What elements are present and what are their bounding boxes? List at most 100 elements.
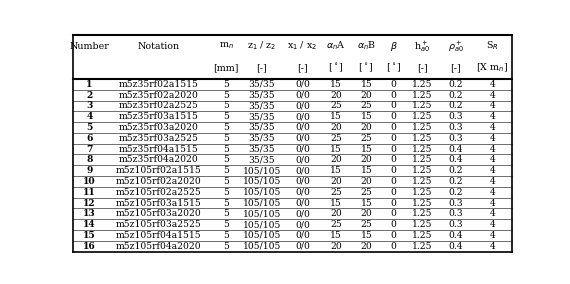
Text: 13: 13 <box>83 209 96 218</box>
Text: $\rho_{a0}^+$: $\rho_{a0}^+$ <box>448 39 464 53</box>
Text: $\alpha_n$B: $\alpha_n$B <box>357 40 376 52</box>
Text: 105/105: 105/105 <box>243 188 281 197</box>
Text: 4: 4 <box>490 91 495 100</box>
Text: $\alpha_n$A: $\alpha_n$A <box>327 40 346 52</box>
Text: 2: 2 <box>86 91 92 100</box>
Text: S$_R$: S$_R$ <box>486 40 499 52</box>
Text: 0: 0 <box>390 220 396 229</box>
Text: 0: 0 <box>390 101 396 110</box>
Text: 105/105: 105/105 <box>243 220 281 229</box>
Text: 20: 20 <box>331 177 342 186</box>
Text: 0/0: 0/0 <box>295 209 310 218</box>
Text: m5z105rf03a2525: m5z105rf03a2525 <box>116 220 202 229</box>
Text: $\beta$: $\beta$ <box>389 39 397 53</box>
Text: 4: 4 <box>490 177 495 186</box>
Text: 15: 15 <box>331 112 342 121</box>
Text: 15: 15 <box>331 166 342 175</box>
Text: 0.2: 0.2 <box>449 166 463 175</box>
Text: [-]: [-] <box>417 64 428 72</box>
Text: 0: 0 <box>390 166 396 175</box>
Text: 4: 4 <box>490 209 495 218</box>
Text: 105/105: 105/105 <box>243 199 281 208</box>
Text: 0: 0 <box>390 145 396 154</box>
Text: [-]: [-] <box>451 64 461 72</box>
Text: 0.4: 0.4 <box>449 231 463 240</box>
Text: 15: 15 <box>331 231 342 240</box>
Text: 0.4: 0.4 <box>449 242 463 251</box>
Text: 0.2: 0.2 <box>449 80 463 89</box>
Text: 5: 5 <box>223 166 229 175</box>
Text: [$^\circ$]: [$^\circ$] <box>359 62 374 74</box>
Text: 5: 5 <box>223 123 229 132</box>
Text: 35/35: 35/35 <box>249 134 275 143</box>
Text: m5z35rf02a2020: m5z35rf02a2020 <box>119 91 199 100</box>
Text: 7: 7 <box>86 145 92 154</box>
Text: 5: 5 <box>223 242 229 251</box>
Text: 4: 4 <box>490 123 495 132</box>
Text: m5z35rf03a1515: m5z35rf03a1515 <box>119 112 199 121</box>
Text: 15: 15 <box>360 80 372 89</box>
Text: 3: 3 <box>86 101 92 110</box>
Text: 4: 4 <box>490 134 495 143</box>
Text: 25: 25 <box>360 101 372 110</box>
Text: 0.3: 0.3 <box>449 112 463 121</box>
Text: 35/35: 35/35 <box>249 101 275 110</box>
Text: 6: 6 <box>86 134 92 143</box>
Text: 1.25: 1.25 <box>412 155 433 164</box>
Text: 10: 10 <box>83 177 96 186</box>
Text: 25: 25 <box>331 134 342 143</box>
Text: m5z105rf02a2020: m5z105rf02a2020 <box>116 177 202 186</box>
Text: 0: 0 <box>390 134 396 143</box>
Text: 5: 5 <box>223 209 229 218</box>
Text: 0: 0 <box>390 188 396 197</box>
Text: 1.25: 1.25 <box>412 91 433 100</box>
Text: 35/35: 35/35 <box>249 112 275 121</box>
Text: [X m$_n$]: [X m$_n$] <box>477 62 508 74</box>
Text: 0/0: 0/0 <box>295 242 310 251</box>
Text: 0.2: 0.2 <box>449 177 463 186</box>
Text: m5z105rf03a2020: m5z105rf03a2020 <box>116 209 202 218</box>
Text: [mm]: [mm] <box>214 64 239 72</box>
Text: 0/0: 0/0 <box>295 91 310 100</box>
Text: 4: 4 <box>490 242 495 251</box>
Text: 1.25: 1.25 <box>412 166 433 175</box>
Text: 0.3: 0.3 <box>449 134 463 143</box>
Text: m5z105rf04a1515: m5z105rf04a1515 <box>116 231 202 240</box>
Text: 0/0: 0/0 <box>295 145 310 154</box>
Text: 5: 5 <box>223 188 229 197</box>
Text: 0: 0 <box>390 231 396 240</box>
Text: 0: 0 <box>390 177 396 186</box>
Text: 5: 5 <box>223 199 229 208</box>
Text: 25: 25 <box>331 188 342 197</box>
Text: 1.25: 1.25 <box>412 134 433 143</box>
Text: 1.25: 1.25 <box>412 188 433 197</box>
Text: 11: 11 <box>83 188 96 197</box>
Text: 1: 1 <box>86 80 92 89</box>
Text: 15: 15 <box>83 231 96 240</box>
Text: 5: 5 <box>223 155 229 164</box>
Text: 0: 0 <box>390 123 396 132</box>
Text: m5z105rf03a1515: m5z105rf03a1515 <box>116 199 202 208</box>
Text: 8: 8 <box>86 155 92 164</box>
Text: 15: 15 <box>331 145 342 154</box>
Text: 0/0: 0/0 <box>295 188 310 197</box>
Text: 16: 16 <box>83 242 96 251</box>
Text: 20: 20 <box>360 209 372 218</box>
Text: 20: 20 <box>331 91 342 100</box>
Text: m5z35rf03a2020: m5z35rf03a2020 <box>119 123 199 132</box>
Text: m5z35rf02a2525: m5z35rf02a2525 <box>119 101 199 110</box>
Text: x$_1$ / x$_2$: x$_1$ / x$_2$ <box>287 40 317 52</box>
Text: 0/0: 0/0 <box>295 123 310 132</box>
Text: 1.25: 1.25 <box>412 199 433 208</box>
Text: 0.2: 0.2 <box>449 91 463 100</box>
Text: 0: 0 <box>390 112 396 121</box>
Text: 0: 0 <box>390 91 396 100</box>
Text: 15: 15 <box>360 199 372 208</box>
Text: 5: 5 <box>223 220 229 229</box>
Text: 0/0: 0/0 <box>295 166 310 175</box>
Text: z$_1$ / z$_2$: z$_1$ / z$_2$ <box>247 40 276 52</box>
Text: 5: 5 <box>223 91 229 100</box>
Text: 14: 14 <box>83 220 96 229</box>
Text: 0/0: 0/0 <box>295 134 310 143</box>
Text: 20: 20 <box>360 123 372 132</box>
